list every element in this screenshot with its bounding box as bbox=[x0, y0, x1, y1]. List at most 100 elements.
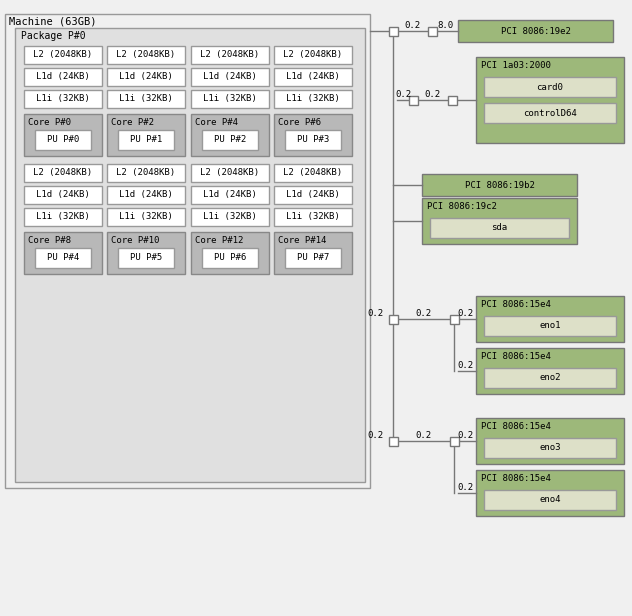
Text: PU P#1: PU P#1 bbox=[130, 136, 162, 145]
Text: Core P#8: Core P#8 bbox=[28, 236, 71, 245]
Bar bbox=[5, 14, 370, 488]
Bar bbox=[191, 186, 269, 204]
Text: Core P#2: Core P#2 bbox=[111, 118, 154, 127]
Bar bbox=[274, 68, 352, 86]
Text: L1i (32KB): L1i (32KB) bbox=[119, 94, 173, 103]
Text: L2 (2048KB): L2 (2048KB) bbox=[200, 51, 260, 60]
Bar bbox=[476, 418, 624, 464]
Text: L1i (32KB): L1i (32KB) bbox=[203, 213, 257, 222]
Text: PU P#3: PU P#3 bbox=[297, 136, 329, 145]
Bar bbox=[191, 90, 269, 108]
Text: 0.2: 0.2 bbox=[367, 309, 383, 318]
Text: eno4: eno4 bbox=[539, 495, 561, 505]
Bar bbox=[449, 315, 458, 323]
Text: Machine (63GB): Machine (63GB) bbox=[9, 16, 97, 26]
Bar bbox=[484, 77, 616, 97]
Bar bbox=[191, 114, 269, 156]
Bar bbox=[476, 470, 624, 516]
Bar bbox=[484, 438, 616, 458]
Bar bbox=[191, 68, 269, 86]
Bar bbox=[274, 90, 352, 108]
Bar bbox=[458, 20, 613, 42]
Bar bbox=[484, 490, 616, 510]
Text: L2 (2048KB): L2 (2048KB) bbox=[200, 169, 260, 177]
Text: Core P#12: Core P#12 bbox=[195, 236, 243, 245]
Text: L1i (32KB): L1i (32KB) bbox=[203, 94, 257, 103]
Bar bbox=[389, 437, 398, 445]
Text: L1i (32KB): L1i (32KB) bbox=[286, 94, 340, 103]
Text: PCI 8086:15e4: PCI 8086:15e4 bbox=[481, 352, 551, 361]
Bar bbox=[191, 232, 269, 274]
Text: PCI 8086:19e2: PCI 8086:19e2 bbox=[501, 26, 571, 36]
Text: PCI 8086:19b2: PCI 8086:19b2 bbox=[465, 180, 535, 190]
Text: 0.2: 0.2 bbox=[457, 431, 473, 440]
Bar bbox=[476, 57, 624, 143]
Text: Core P#6: Core P#6 bbox=[278, 118, 321, 127]
Text: PU P#2: PU P#2 bbox=[214, 136, 246, 145]
Bar bbox=[408, 95, 418, 105]
Text: PU P#5: PU P#5 bbox=[130, 254, 162, 262]
Bar bbox=[24, 46, 102, 64]
Bar bbox=[285, 130, 341, 150]
Text: Core P#14: Core P#14 bbox=[278, 236, 326, 245]
Bar bbox=[24, 68, 102, 86]
Text: Core P#10: Core P#10 bbox=[111, 236, 159, 245]
Text: PCI 1a03:2000: PCI 1a03:2000 bbox=[481, 61, 551, 70]
Bar bbox=[24, 164, 102, 182]
Text: PU P#6: PU P#6 bbox=[214, 254, 246, 262]
Bar bbox=[15, 28, 365, 482]
Text: L1i (32KB): L1i (32KB) bbox=[286, 213, 340, 222]
Text: PCI 8086:15e4: PCI 8086:15e4 bbox=[481, 300, 551, 309]
Text: L1d (24KB): L1d (24KB) bbox=[203, 73, 257, 81]
Bar bbox=[274, 232, 352, 274]
Bar bbox=[202, 130, 258, 150]
Text: L2 (2048KB): L2 (2048KB) bbox=[33, 51, 92, 60]
Text: L1d (24KB): L1d (24KB) bbox=[203, 190, 257, 200]
Bar bbox=[476, 296, 624, 342]
Bar bbox=[484, 316, 616, 336]
Text: 8.0: 8.0 bbox=[437, 21, 453, 30]
Text: 0.2: 0.2 bbox=[395, 90, 411, 99]
Bar bbox=[427, 26, 437, 36]
Text: L1d (24KB): L1d (24KB) bbox=[286, 190, 340, 200]
Bar bbox=[107, 164, 185, 182]
Text: 0.2: 0.2 bbox=[404, 21, 420, 30]
Text: PU P#0: PU P#0 bbox=[47, 136, 79, 145]
Bar bbox=[476, 348, 624, 394]
Text: controlD64: controlD64 bbox=[523, 108, 577, 118]
Text: PU P#4: PU P#4 bbox=[47, 254, 79, 262]
Bar bbox=[107, 114, 185, 156]
Bar bbox=[118, 248, 174, 268]
Bar bbox=[274, 186, 352, 204]
Bar bbox=[24, 186, 102, 204]
Text: Core P#4: Core P#4 bbox=[195, 118, 238, 127]
Bar bbox=[191, 164, 269, 182]
Bar bbox=[274, 46, 352, 64]
Bar bbox=[274, 208, 352, 226]
Text: 0.2: 0.2 bbox=[457, 361, 473, 370]
Bar bbox=[447, 95, 456, 105]
Bar bbox=[484, 368, 616, 388]
Bar bbox=[274, 164, 352, 182]
Text: 0.2: 0.2 bbox=[457, 309, 473, 318]
Text: L1d (24KB): L1d (24KB) bbox=[119, 190, 173, 200]
Text: L1d (24KB): L1d (24KB) bbox=[36, 190, 90, 200]
Bar bbox=[24, 232, 102, 274]
Text: L1d (24KB): L1d (24KB) bbox=[36, 73, 90, 81]
Bar bbox=[191, 208, 269, 226]
Text: L2 (2048KB): L2 (2048KB) bbox=[116, 169, 176, 177]
Text: PCI 8086:15e4: PCI 8086:15e4 bbox=[481, 422, 551, 431]
Bar bbox=[35, 130, 91, 150]
Bar bbox=[191, 46, 269, 64]
Text: card0: card0 bbox=[537, 83, 564, 92]
Text: L1i (32KB): L1i (32KB) bbox=[36, 213, 90, 222]
Text: L2 (2048KB): L2 (2048KB) bbox=[283, 169, 343, 177]
Bar bbox=[422, 198, 577, 244]
Text: eno2: eno2 bbox=[539, 373, 561, 383]
Text: 0.2: 0.2 bbox=[415, 309, 431, 318]
Bar bbox=[24, 208, 102, 226]
Text: L1i (32KB): L1i (32KB) bbox=[36, 94, 90, 103]
Bar bbox=[118, 130, 174, 150]
Bar bbox=[107, 186, 185, 204]
Text: L2 (2048KB): L2 (2048KB) bbox=[33, 169, 92, 177]
